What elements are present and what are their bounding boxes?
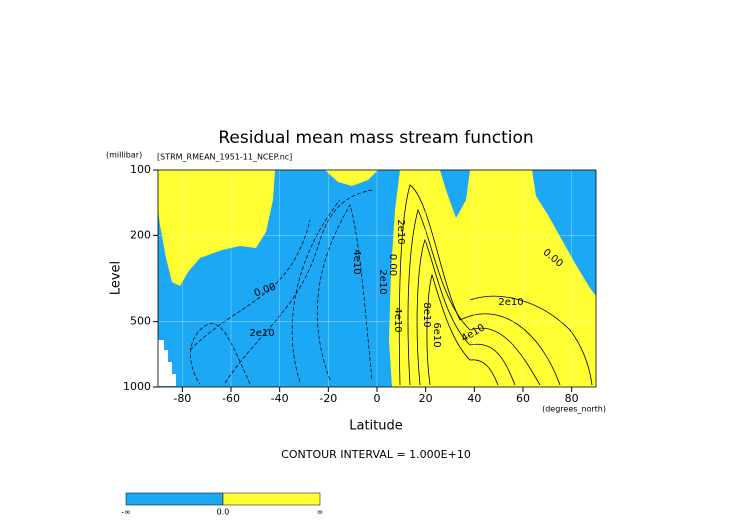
negative-contour (291, 199, 341, 383)
x-tick-label: 0 (374, 392, 381, 405)
x-tick-label: 20 (419, 392, 433, 405)
plot-area (158, 169, 596, 388)
x-tick-label: -40 (271, 392, 289, 405)
contour-label: 6e10 (431, 322, 442, 347)
contour-label: 0.00 (387, 254, 398, 276)
colorbar-swatch (125, 492, 224, 506)
missing-data (158, 362, 172, 374)
colorbar-label: -∞ (121, 508, 131, 517)
plot-frame (157, 169, 597, 388)
y-tick-label: 100 (130, 163, 151, 176)
x-tick-label: 40 (467, 392, 481, 405)
contour-label: 8e10 (421, 302, 432, 327)
x-unit: (degrees_north) (542, 405, 606, 414)
negative-contour (190, 323, 251, 385)
footer-note: CONTOUR INTERVAL = 1.000E+10 (281, 448, 471, 461)
contour-label: 4e10 (351, 249, 362, 274)
y-unit: (millibar) (106, 151, 142, 160)
positive-contour (398, 184, 561, 386)
missing-data (158, 350, 168, 362)
negative-contour (189, 219, 311, 351)
y-axis-label: Level (109, 261, 124, 295)
y-tick-label: 1000 (123, 380, 151, 393)
negative-contour (316, 204, 373, 381)
negative-contour (224, 189, 373, 384)
colorbar-swatch (222, 492, 321, 506)
missing-data (158, 340, 164, 352)
positive-region (158, 170, 275, 286)
dataset-label: [STRM_RMEAN_1951-11_NCEP.nc] (157, 153, 292, 162)
x-axis-label: Latitude (349, 419, 403, 434)
contour-label: 4e10 (392, 307, 403, 332)
missing-data (158, 374, 176, 386)
contour-label: 2e10 (498, 297, 523, 308)
colorbar-label: 0.0 (217, 508, 230, 517)
positive-contour (469, 295, 593, 386)
y-tick-label: 500 (130, 315, 151, 328)
x-tick-label: -60 (222, 392, 240, 405)
y-tick-label: 200 (130, 228, 151, 241)
positive-contour (416, 238, 516, 386)
colorbar-label: ∞ (317, 508, 324, 517)
positive-region (389, 170, 596, 387)
x-tick-label: -20 (319, 392, 337, 405)
positive-region (325, 170, 378, 186)
chart-title: Residual mean mass stream function (218, 128, 533, 148)
contour-label: 2e10 (249, 328, 274, 339)
x-tick-label: 80 (565, 392, 579, 405)
positive-contour (407, 208, 541, 386)
x-tick-label: -80 (173, 392, 191, 405)
contour-label: 2e10 (377, 269, 388, 294)
x-tick-label: 60 (516, 392, 530, 405)
contour-label: 2e10 (395, 219, 406, 244)
positive-contour (426, 273, 499, 386)
